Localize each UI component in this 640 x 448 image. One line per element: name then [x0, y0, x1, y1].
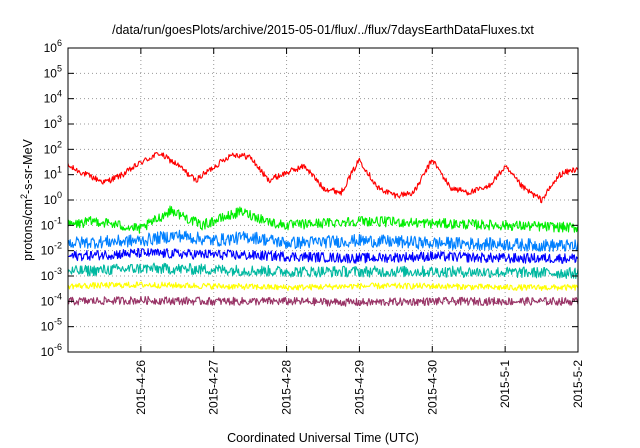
x-axis: 2015-4-26 2015-4-27 2015-4-28 2015-4-29 2015… — [134, 48, 585, 415]
y-axis-label-superscript: 2 — [19, 194, 29, 199]
y-tick-base: 10 — [44, 41, 58, 55]
y-tick-exponent: -4 — [54, 291, 62, 301]
x-tick-label: 2015-5-2 — [571, 360, 585, 408]
chart-title: /data/run/goesPlots/archive/2015-05-01/f… — [112, 23, 534, 37]
series-line-4 — [67, 247, 579, 264]
y-tick-base: 10 — [44, 66, 58, 80]
y-tick-label: 106 — [44, 38, 62, 55]
y-tick-label: 105 — [44, 63, 62, 80]
y-tick-base: 10 — [44, 92, 58, 106]
y-tick-exponent: 6 — [57, 38, 62, 48]
y-tick-base: 10 — [41, 218, 55, 232]
y-tick-base: 10 — [44, 142, 58, 156]
x-tick-label: 2015-5-1 — [498, 360, 512, 408]
y-tick-label: 100 — [44, 190, 62, 207]
y-tick-exponent: 4 — [57, 89, 62, 99]
y-tick-label: 101 — [44, 165, 62, 182]
y-tick-base: 10 — [41, 269, 55, 283]
y-tick-label: 10-3 — [41, 266, 62, 283]
y-axis-label-main: protons/cm — [21, 199, 35, 261]
y-tick-base: 10 — [44, 168, 58, 182]
grid-lines — [68, 48, 578, 352]
series-line-1 — [67, 151, 579, 204]
y-axis-label: protons/cm2-s-sr-MeV — [19, 138, 35, 260]
x-tick-label: 2015-4-26 — [134, 360, 148, 415]
series-line-5 — [67, 262, 579, 279]
y-tick-label: 10-6 — [41, 342, 62, 359]
y-tick-exponent: -6 — [54, 342, 62, 352]
y-tick-base: 10 — [41, 320, 55, 334]
y-tick-base: 10 — [41, 345, 55, 359]
y-tick-label: 103 — [44, 114, 62, 131]
y-tick-base: 10 — [41, 294, 55, 308]
y-tick-label: 104 — [44, 89, 62, 106]
y-tick-label: 10-1 — [41, 215, 62, 232]
series-line-7 — [67, 295, 579, 307]
y-tick-label: 10-5 — [41, 317, 62, 334]
x-tick-label: 2015-4-30 — [425, 360, 439, 415]
series-line-3 — [67, 229, 579, 252]
y-tick-base: 10 — [44, 193, 58, 207]
y-tick-exponent: -3 — [54, 266, 62, 276]
series-line-2 — [67, 205, 579, 234]
y-tick-exponent: 5 — [57, 63, 62, 73]
y-tick-label: 102 — [44, 139, 62, 156]
y-tick-exponent: -5 — [54, 317, 62, 327]
x-tick-label: 2015-4-29 — [352, 360, 366, 415]
y-tick-base: 10 — [41, 244, 55, 258]
y-tick-exponent: 2 — [57, 139, 62, 149]
x-tick-label: 2015-4-28 — [280, 360, 294, 415]
y-tick-exponent: -2 — [54, 241, 62, 251]
y-tick-label: 10-4 — [41, 291, 62, 308]
y-axis: 10-610-510-410-310-210-11001011021031041… — [41, 38, 578, 359]
y-tick-label: 10-2 — [41, 241, 62, 258]
series-line-6 — [67, 281, 579, 292]
x-tick-label: 2015-4-27 — [207, 360, 221, 415]
plot-area — [67, 151, 579, 307]
y-tick-base: 10 — [44, 117, 58, 131]
y-tick-exponent: -1 — [54, 215, 62, 225]
y-tick-exponent: 1 — [57, 165, 62, 175]
y-tick-exponent: 3 — [57, 114, 62, 124]
y-axis-label-units: -s-sr-MeV — [21, 138, 35, 194]
x-axis-label: Coordinated Universal Time (UTC) — [227, 431, 419, 445]
y-tick-exponent: 0 — [57, 190, 62, 200]
